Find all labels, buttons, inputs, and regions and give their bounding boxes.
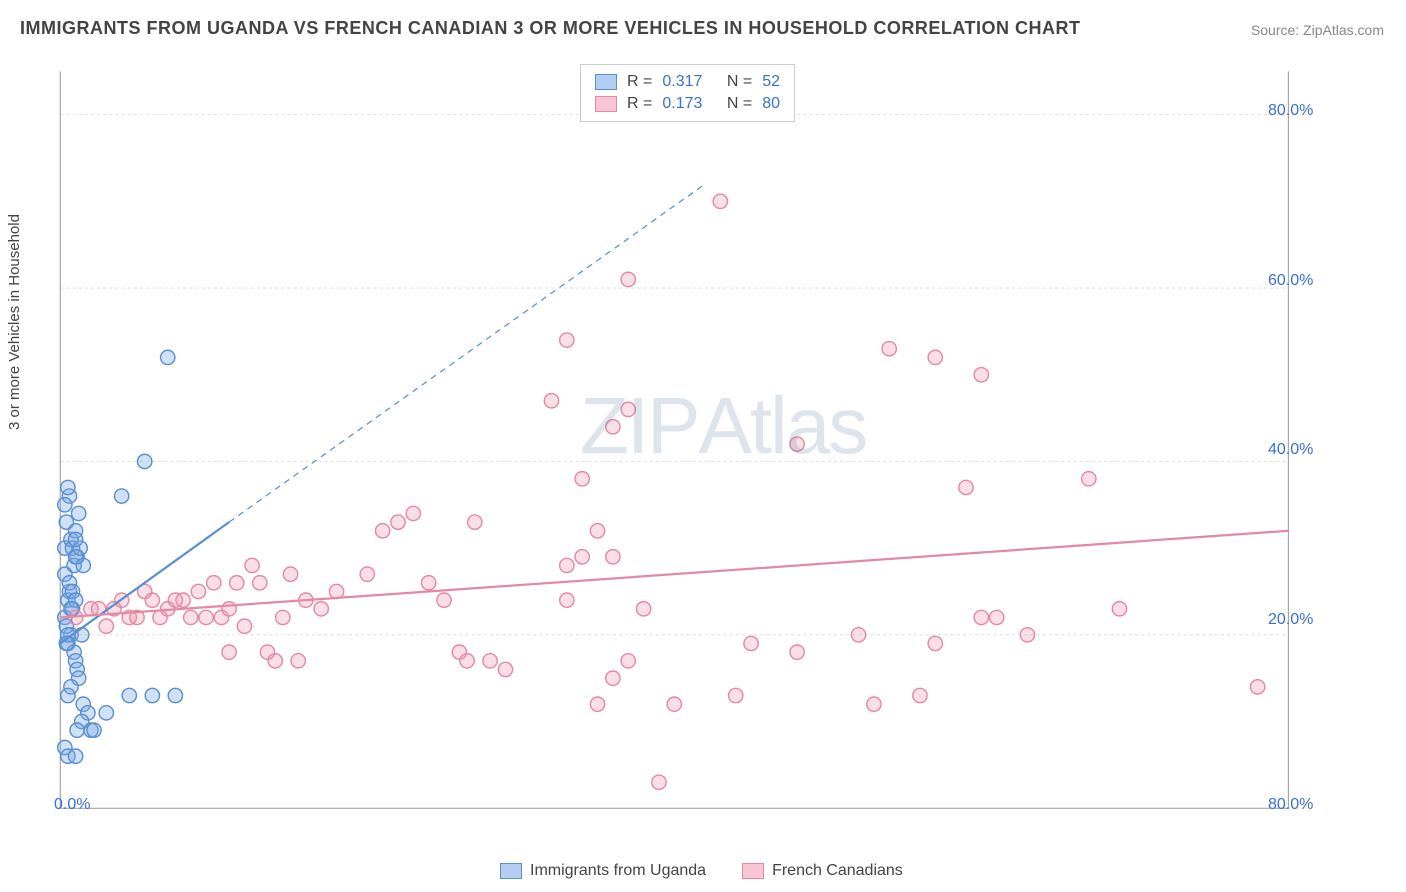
legend-stats: R = 0.317 N = 52 R = 0.173 N = 80 (580, 64, 795, 122)
source-attribution: Source: ZipAtlas.com (1251, 22, 1384, 38)
swatch-french-bottom (742, 863, 764, 879)
n-label: N = (727, 73, 752, 91)
swatch-uganda (595, 74, 617, 90)
y-tick-label: 60.0% (1268, 272, 1313, 290)
y-tick-label: 40.0% (1268, 441, 1313, 459)
swatch-uganda-bottom (500, 863, 522, 879)
n-value-french: 80 (762, 95, 780, 113)
legend-item-french: French Canadians (742, 862, 903, 880)
chart-area (50, 60, 1360, 840)
legend-series: Immigrants from Uganda French Canadians (500, 862, 903, 880)
scatter-plot (50, 60, 1360, 840)
chart-title: IMMIGRANTS FROM UGANDA VS FRENCH CANADIA… (20, 18, 1081, 39)
r-label: R = (627, 73, 652, 91)
n-value-uganda: 52 (762, 73, 780, 91)
legend-label-french: French Canadians (772, 862, 903, 880)
legend-stats-row-uganda: R = 0.317 N = 52 (595, 71, 780, 93)
swatch-french (595, 96, 617, 112)
x-tick-label: 0.0% (54, 796, 90, 814)
r-value-french: 0.173 (662, 95, 702, 113)
y-tick-label: 80.0% (1268, 102, 1313, 120)
legend-label-uganda: Immigrants from Uganda (530, 862, 706, 880)
y-axis-label: 3 or more Vehicles in Household (6, 214, 23, 430)
legend-stats-row-french: R = 0.173 N = 80 (595, 93, 780, 115)
r-label: R = (627, 95, 652, 113)
n-label: N = (727, 95, 752, 113)
y-tick-label: 20.0% (1268, 611, 1313, 629)
x-tick-label: 80.0% (1268, 796, 1313, 814)
r-value-uganda: 0.317 (662, 73, 702, 91)
legend-item-uganda: Immigrants from Uganda (500, 862, 706, 880)
